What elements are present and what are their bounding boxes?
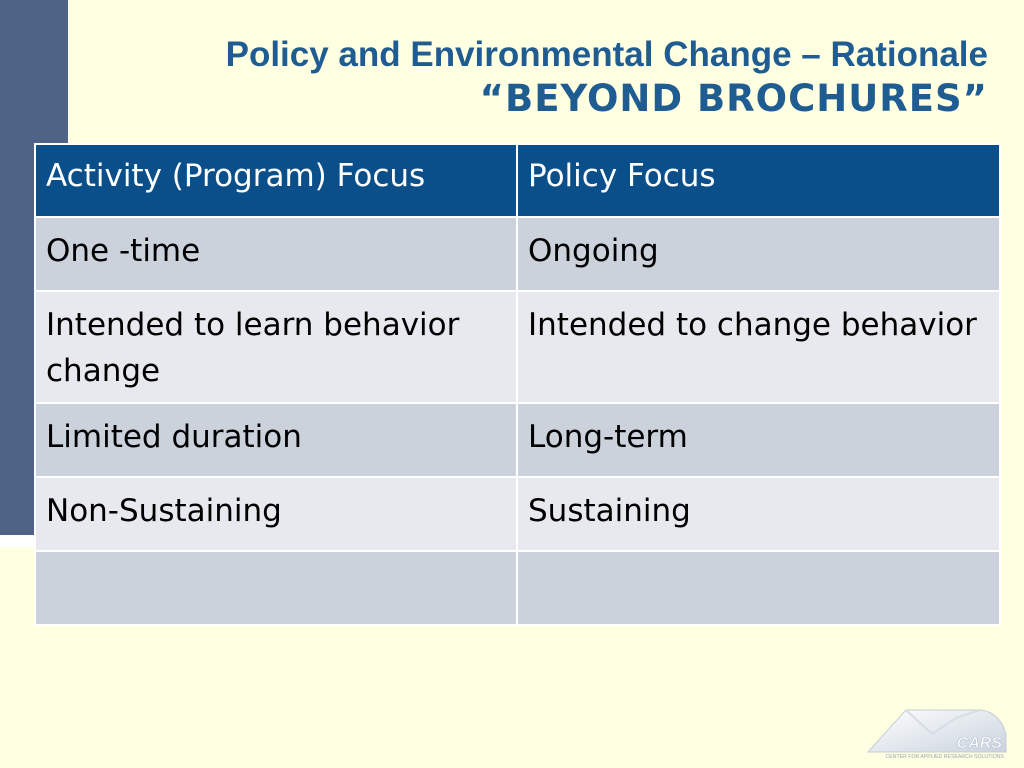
table-cell: Limited duration xyxy=(34,402,518,478)
table-cell-empty xyxy=(34,550,518,626)
table-row: Intended to learn behavior change Intend… xyxy=(34,290,1001,404)
table-header-row: Activity (Program) Focus Policy Focus xyxy=(34,143,1001,218)
table-row: Limited duration Long-term xyxy=(34,402,1001,478)
table-cell: Intended to change behavior xyxy=(516,290,1001,404)
table-cell: Long-term xyxy=(516,402,1001,478)
table-cell: Ongoing xyxy=(516,216,1001,292)
comparison-table: Activity (Program) Focus Policy Focus On… xyxy=(34,143,1001,626)
slide-title-line1: Policy and Environmental Change – Ration… xyxy=(225,35,988,74)
table-row-empty xyxy=(34,550,1001,626)
table-cell: Sustaining xyxy=(516,476,1001,552)
comparison-table-wrapper: Activity (Program) Focus Policy Focus On… xyxy=(34,143,1001,626)
cars-logo: CARS CENTER FOR APPLIED RESEARCH SOLUTIO… xyxy=(866,709,1007,760)
logo-wordmark: CARS xyxy=(957,735,1003,752)
table-row: One -time Ongoing xyxy=(34,216,1001,292)
column-header-activity-focus: Activity (Program) Focus xyxy=(34,143,518,218)
table-cell-empty xyxy=(516,550,1001,626)
logo-tagline: CENTER FOR APPLIED RESEARCH SOLUTIONS xyxy=(886,754,1005,760)
column-header-policy-focus: Policy Focus xyxy=(516,143,1001,218)
table-cell: Intended to learn behavior change xyxy=(34,290,518,404)
table-cell: One -time xyxy=(34,216,518,292)
slide-title-line2: “BEYOND BROCHURES” xyxy=(479,77,988,120)
table-row: Non-Sustaining Sustaining xyxy=(34,476,1001,552)
slide-title: Policy and Environmental Change – Ration… xyxy=(226,34,988,122)
table-cell: Non-Sustaining xyxy=(34,476,518,552)
